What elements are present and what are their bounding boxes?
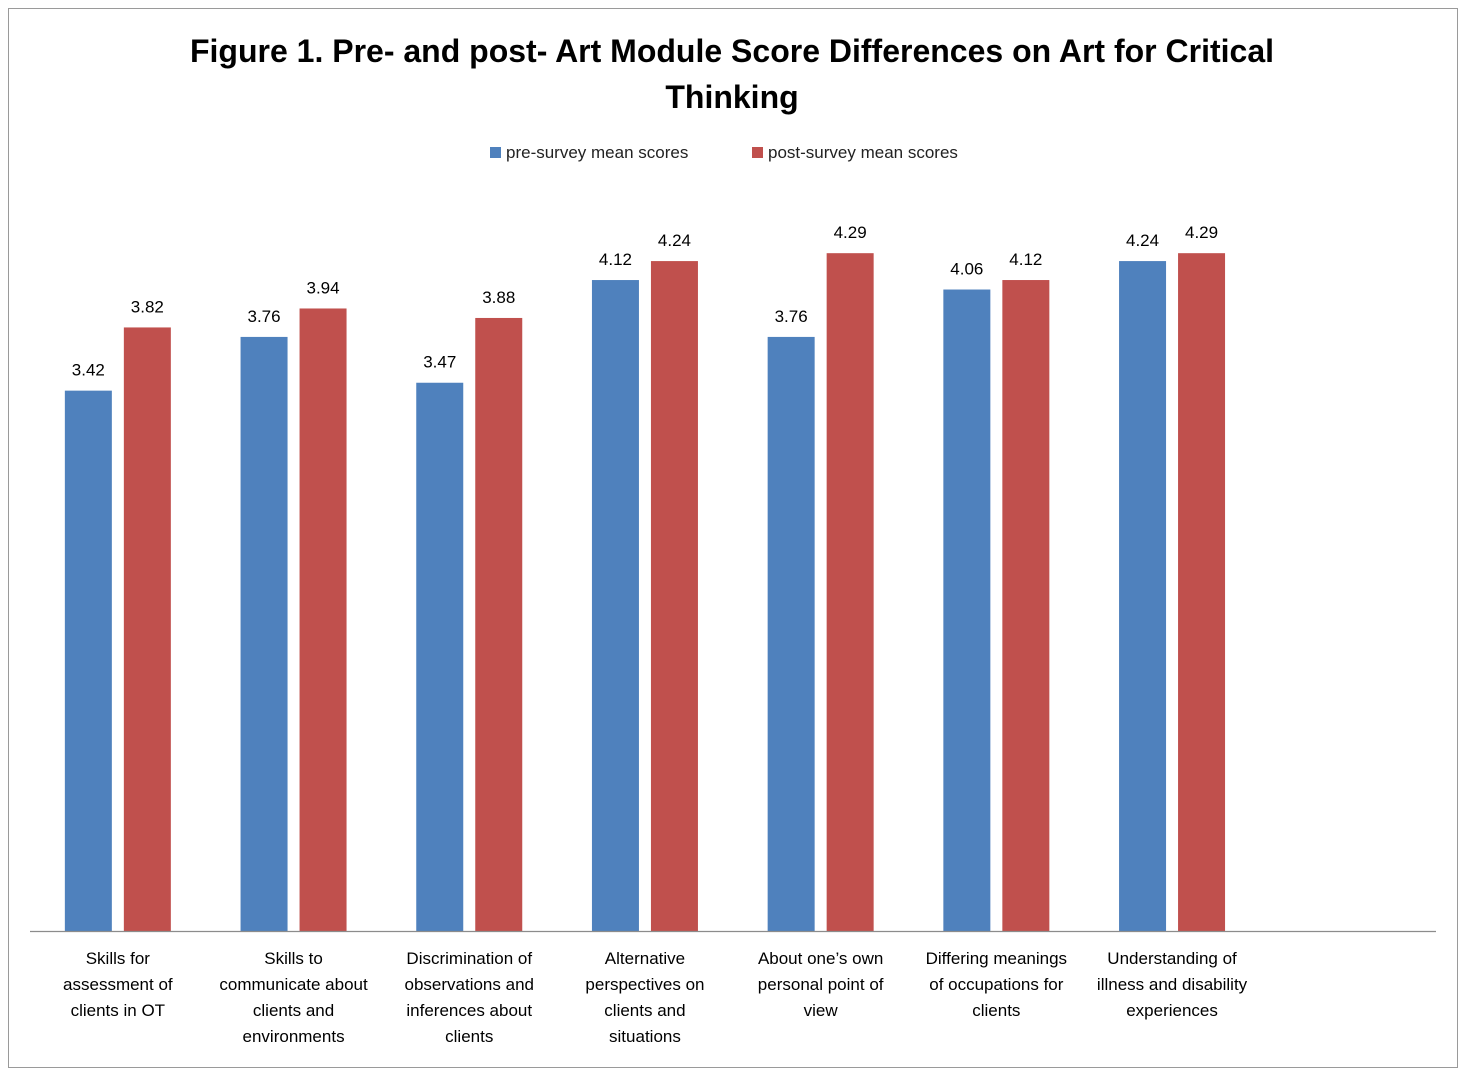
data-label: 4.12 bbox=[1009, 250, 1042, 269]
data-label: 3.94 bbox=[307, 278, 340, 297]
legend-entry: post-survey mean scores bbox=[768, 143, 958, 162]
legend-swatch bbox=[490, 147, 501, 158]
bar bbox=[591, 280, 639, 931]
bar bbox=[240, 336, 288, 931]
bar bbox=[650, 261, 698, 932]
category-label: environments bbox=[243, 1027, 345, 1046]
category-label: inferences about bbox=[406, 1001, 532, 1020]
bar bbox=[1002, 280, 1050, 931]
category-label: experiences bbox=[1126, 1001, 1218, 1020]
category-label: Discrimination of bbox=[406, 949, 532, 968]
category-label: personal point of bbox=[758, 975, 884, 994]
category-label: clients and bbox=[604, 1001, 685, 1020]
data-label: 3.88 bbox=[482, 288, 515, 307]
data-label: 3.42 bbox=[72, 361, 105, 380]
category-label: perspectives on bbox=[585, 975, 704, 994]
data-label: 4.12 bbox=[599, 250, 632, 269]
category-label: view bbox=[804, 1001, 839, 1020]
bar bbox=[1178, 253, 1226, 931]
bar bbox=[299, 308, 347, 932]
chart-title-line: Thinking bbox=[665, 79, 798, 115]
category-label: Differing meanings bbox=[926, 949, 1067, 968]
bar bbox=[943, 289, 991, 931]
data-label: 3.82 bbox=[131, 297, 164, 316]
bar bbox=[123, 327, 171, 931]
data-label: 4.24 bbox=[658, 231, 691, 250]
data-label: 4.06 bbox=[950, 260, 983, 279]
bar bbox=[767, 336, 815, 931]
category-label: assessment of bbox=[63, 975, 173, 994]
data-label: 4.29 bbox=[834, 223, 867, 242]
legend: pre-survey mean scores post-survey mean s… bbox=[490, 143, 958, 162]
category-label: Skills to bbox=[264, 949, 323, 968]
category-label: clients bbox=[445, 1027, 493, 1046]
category-label: Skills for bbox=[86, 949, 151, 968]
chart-title: Figure 1. Pre- and post- Art Module Scor… bbox=[190, 33, 1274, 115]
category-labels: Skills for assessment of clients in OT Skil… bbox=[63, 949, 1248, 1046]
data-label: 3.76 bbox=[775, 307, 808, 326]
bar bbox=[1119, 261, 1167, 932]
category-label: illness and disability bbox=[1097, 975, 1248, 994]
data-labels: 3.42 3.82 3.76 3.94 3.47 3.88 4.12 4.24 3.76 4.29… bbox=[72, 223, 1218, 379]
legend-swatch bbox=[752, 147, 763, 158]
bars bbox=[64, 253, 1226, 932]
category-label: observations and bbox=[405, 975, 534, 994]
category-label: clients bbox=[972, 1001, 1020, 1020]
bar bbox=[64, 390, 112, 931]
category-label: About one’s own bbox=[758, 949, 883, 968]
data-label: 3.47 bbox=[423, 353, 456, 372]
bar bbox=[826, 253, 874, 931]
category-label: Understanding of bbox=[1107, 949, 1237, 968]
chart-title-line: Figure 1. Pre- and post- Art Module Scor… bbox=[190, 33, 1274, 69]
bar bbox=[416, 382, 464, 931]
category-label: clients in OT bbox=[71, 1001, 165, 1020]
category-label: Alternative bbox=[605, 949, 685, 968]
data-label: 4.24 bbox=[1126, 231, 1159, 250]
category-label: of occupations for bbox=[929, 975, 1064, 994]
category-label: situations bbox=[609, 1027, 681, 1046]
category-label: clients and bbox=[253, 1001, 334, 1020]
data-label: 3.76 bbox=[248, 307, 281, 326]
bar bbox=[475, 317, 523, 932]
data-label: 4.29 bbox=[1185, 223, 1218, 242]
legend-entry: pre-survey mean scores bbox=[506, 143, 688, 162]
category-label: communicate about bbox=[219, 975, 368, 994]
